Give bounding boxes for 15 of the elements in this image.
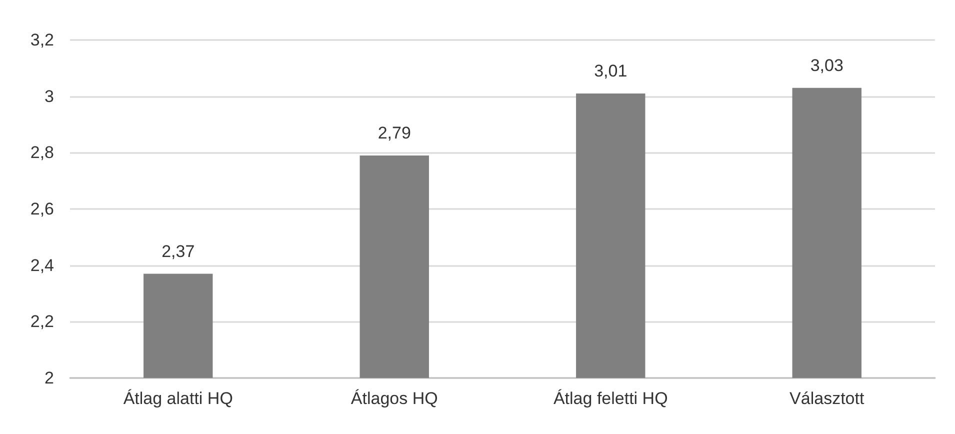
y-tick-label: 2 bbox=[44, 368, 54, 388]
y-tick-label: 2,6 bbox=[30, 200, 54, 218]
data-label: 3,01 bbox=[594, 62, 628, 81]
data-label: 2,37 bbox=[162, 242, 195, 261]
y-tick-label: 2,8 bbox=[30, 143, 54, 162]
y-tick-label: 2,2 bbox=[30, 312, 54, 332]
x-tick-label: Átlag feletti HQ bbox=[553, 389, 668, 408]
y-tick-label: 2,4 bbox=[30, 256, 54, 275]
x-tick-label: Átlag alatti HQ bbox=[123, 389, 233, 408]
y-tick-label: 3,2 bbox=[30, 30, 54, 50]
x-tick-label: Választott bbox=[790, 389, 864, 408]
data-label: 3,03 bbox=[810, 56, 844, 75]
y-tick-label: 3 bbox=[44, 86, 54, 106]
x-tick-label: Átlagos HQ bbox=[350, 389, 438, 408]
data-label: 2,79 bbox=[378, 123, 411, 142]
